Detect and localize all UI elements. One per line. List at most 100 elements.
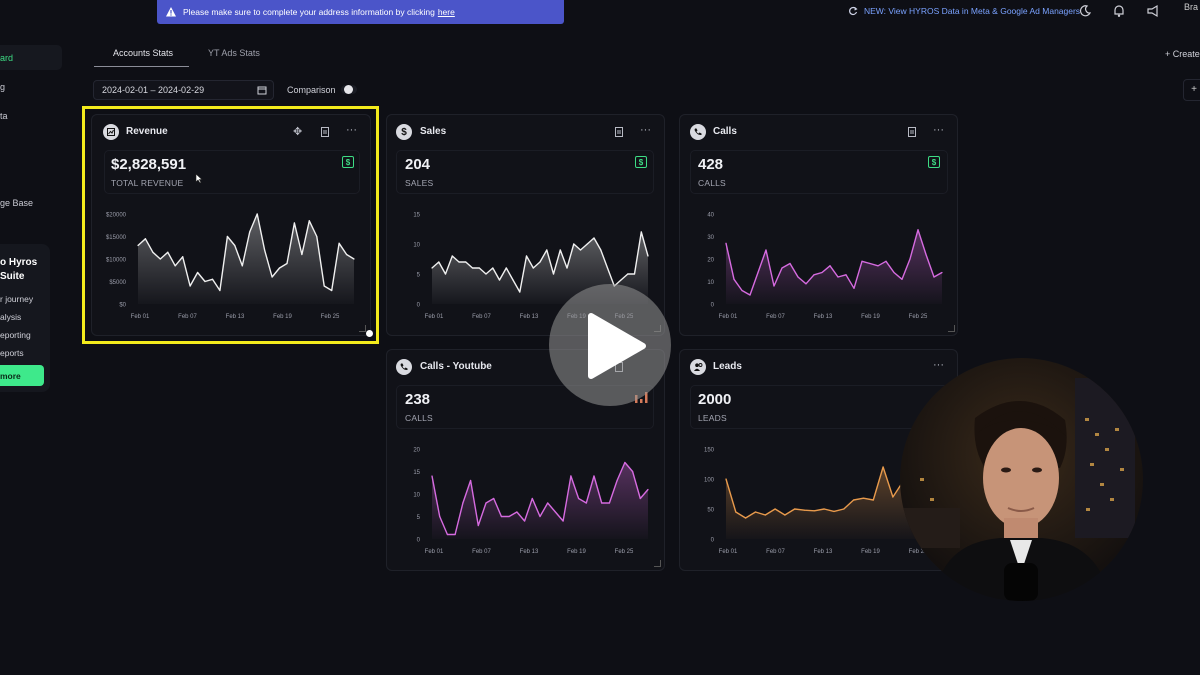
stat-value: 2000 xyxy=(698,391,732,408)
x-tick-label: Feb 19 xyxy=(861,314,880,320)
data-point xyxy=(451,255,453,257)
data-point xyxy=(639,497,641,500)
data-point xyxy=(508,515,510,518)
tab-yt-ads-stats[interactable]: YT Ads Stats xyxy=(208,48,260,58)
data-point xyxy=(219,289,221,292)
data-point xyxy=(547,502,549,504)
x-tick-label: Feb 19 xyxy=(567,549,586,555)
resize-handle[interactable] xyxy=(359,325,366,332)
data-point xyxy=(512,279,514,281)
y-tick-label: 20 xyxy=(707,258,714,264)
data-point xyxy=(469,479,472,482)
bell-icon[interactable] xyxy=(1112,4,1126,18)
more-options-icon[interactable]: ··· xyxy=(933,124,944,136)
dollar-icon: $ xyxy=(396,124,412,140)
x-tick-label: Feb 19 xyxy=(861,549,880,555)
x-tick-label: Feb 13 xyxy=(226,314,245,320)
notes-icon[interactable] xyxy=(321,127,329,137)
x-tick-label: Feb 07 xyxy=(472,314,491,320)
stat-box xyxy=(690,150,948,194)
learn-more-button[interactable]: more xyxy=(0,365,44,386)
data-point xyxy=(462,502,464,504)
resize-handle[interactable] xyxy=(948,325,955,332)
data-point xyxy=(803,509,806,511)
data-point xyxy=(789,262,791,265)
move-icon[interactable]: ✥ xyxy=(293,126,303,138)
promo-item: alysis xyxy=(0,312,22,322)
data-point xyxy=(454,533,456,536)
comparison-toggle[interactable] xyxy=(341,85,357,94)
address-warning-banner: Please make sure to complete your addres… xyxy=(157,0,564,24)
leads-chart: 0 50 100 150 Feb 01 Feb 07 Feb 13 Feb 19 Feb 25 xyxy=(704,448,943,555)
x-tick-label: Feb 25 xyxy=(615,549,634,555)
more-options-icon[interactable]: ··· xyxy=(640,124,651,136)
sidebar-item-data[interactable]: ta xyxy=(0,111,8,121)
data-point xyxy=(308,220,310,222)
data-point xyxy=(823,508,825,510)
sidebar-item-knowledge-base[interactable]: ge Base xyxy=(0,198,34,208)
news-link[interactable]: NEW: View HYROS Data in Meta & Google Ad… xyxy=(848,6,1080,16)
date-range-picker[interactable]: 2024-02-01 – 2024-02-29 xyxy=(93,80,274,100)
data-point xyxy=(566,267,568,269)
x-tick-label: Feb 07 xyxy=(766,314,785,320)
data-point xyxy=(465,261,467,263)
x-tick-label: Feb 25 xyxy=(909,314,928,320)
add-widget-button[interactable]: + xyxy=(1183,79,1200,101)
y-tick-label: 15 xyxy=(413,470,420,476)
data-point xyxy=(794,508,796,510)
x-tick-label: Feb 01 xyxy=(131,314,150,320)
notes-icon[interactable] xyxy=(615,127,623,137)
data-point xyxy=(444,273,447,275)
banner-link[interactable]: here xyxy=(437,7,455,17)
data-point xyxy=(293,222,296,224)
data-point xyxy=(471,267,474,269)
user-name[interactable]: Bra xyxy=(1184,2,1199,12)
create-button[interactable]: + Create xyxy=(1165,49,1200,59)
y-tick-label: 0 xyxy=(711,303,715,309)
sidebar-item-tracking[interactable]: g xyxy=(0,82,6,92)
data-point xyxy=(226,235,228,238)
data-point xyxy=(159,258,161,260)
data-point xyxy=(539,261,541,263)
data-point xyxy=(843,508,845,510)
warning-icon xyxy=(166,7,176,17)
more-options-icon[interactable]: ··· xyxy=(933,359,944,371)
y-tick-label: 15 xyxy=(413,213,420,219)
megaphone-icon[interactable] xyxy=(1146,4,1160,18)
comparison-label: Comparison xyxy=(287,85,336,95)
resize-handle[interactable] xyxy=(654,560,661,567)
moon-icon[interactable] xyxy=(1078,4,1092,18)
stat-label: TOTAL REVENUE xyxy=(111,178,184,188)
play-button[interactable] xyxy=(549,284,671,406)
drag-handle-dot[interactable] xyxy=(366,330,373,337)
data-point xyxy=(631,470,634,473)
data-point xyxy=(446,533,449,536)
notes-icon[interactable] xyxy=(908,127,916,137)
presenter-webcam xyxy=(900,358,1143,601)
x-tick-label: Feb 01 xyxy=(425,549,444,555)
more-options-icon[interactable]: ··· xyxy=(346,124,357,136)
data-point xyxy=(249,231,251,233)
data-point xyxy=(234,244,236,247)
data-point xyxy=(478,267,480,269)
data-point xyxy=(152,251,154,253)
data-point xyxy=(821,271,823,274)
data-point xyxy=(485,273,487,275)
x-tick-label: Feb 01 xyxy=(719,549,738,555)
x-tick-label: Feb 25 xyxy=(321,314,340,320)
card-title: Leads xyxy=(713,361,742,372)
dollar-badge-icon: $ xyxy=(635,156,647,168)
data-point xyxy=(500,515,503,518)
x-tick-label: Feb 01 xyxy=(425,314,444,320)
data-point xyxy=(331,289,333,292)
y-tick-label: 10 xyxy=(413,493,420,499)
data-point xyxy=(869,262,871,265)
data-point xyxy=(774,508,776,510)
series-area xyxy=(138,214,354,304)
data-point xyxy=(829,265,831,267)
data-point xyxy=(805,283,807,285)
data-point xyxy=(458,261,460,263)
sidebar-item-dashboard[interactable]: ard xyxy=(0,53,14,63)
tab-accounts-stats[interactable]: Accounts Stats xyxy=(113,48,174,58)
data-point xyxy=(525,255,528,257)
